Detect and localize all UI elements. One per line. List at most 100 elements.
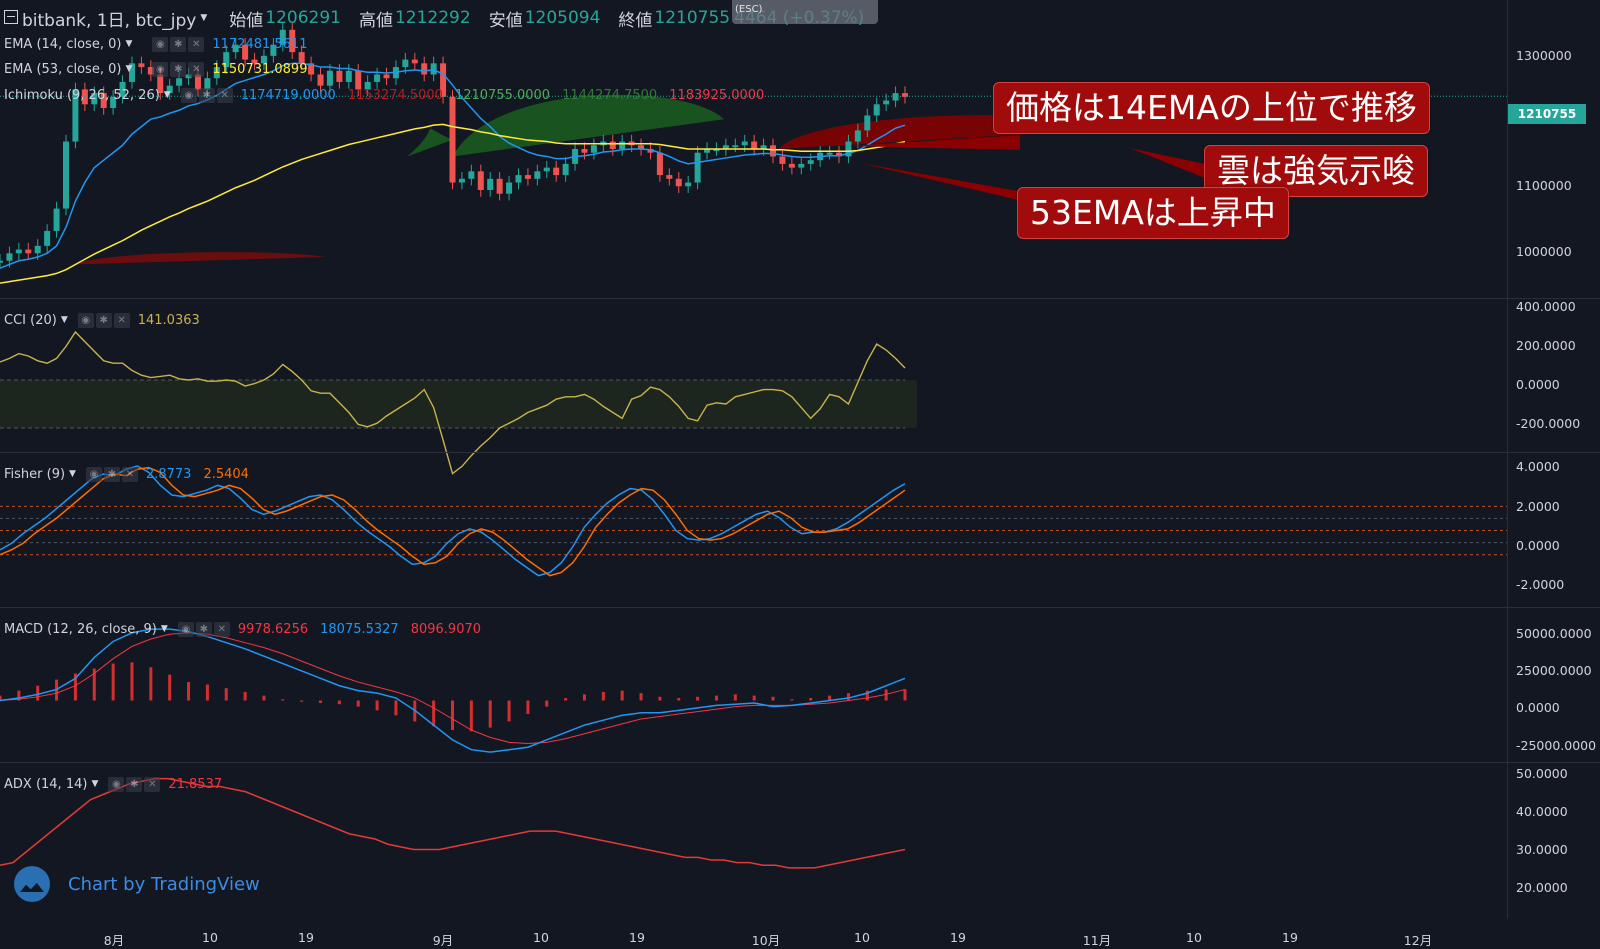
price-axis-border — [1507, 0, 1508, 919]
macd-histogram-bar — [526, 700, 530, 715]
legend-adx[interactable]: ADX (14, 14) ▼ ◉ ✱ ✕ 21.8537 — [4, 774, 234, 794]
macd-name: MACD (12, 26, close, 9) — [4, 621, 157, 637]
chevron-down-icon[interactable]: ▼ — [125, 39, 133, 49]
pane-divider[interactable] — [0, 452, 1600, 453]
gear-icon[interactable]: ✱ — [170, 61, 187, 77]
adx-axis-tick: 40.0000 — [1516, 804, 1568, 819]
candle-body — [779, 156, 786, 164]
cci-axis-tick: 400.0000 — [1516, 299, 1576, 314]
close-icon[interactable]: ✕ — [216, 87, 233, 103]
callout-ema53-rising[interactable]: 53EMAは上昇中 — [1017, 187, 1289, 239]
last-price-tag: 1210755 — [1508, 104, 1586, 124]
candle-body — [722, 145, 729, 149]
time-axis-tick: 8月 — [103, 933, 125, 948]
high-value: 1212292 — [394, 8, 471, 28]
candle-body — [741, 141, 748, 146]
watermark-text: Chart by TradingView — [68, 873, 260, 895]
candle-body — [138, 63, 145, 68]
ema14-line — [0, 62, 906, 269]
gear-icon[interactable]: ✱ — [198, 87, 215, 103]
gear-icon[interactable]: ✱ — [126, 776, 143, 792]
close-icon[interactable]: ✕ — [113, 312, 130, 328]
candle-body — [364, 81, 371, 90]
candle-body — [289, 29, 296, 53]
callout-pointer — [860, 163, 1040, 205]
ichimoku-lagging-value: 1210755.0000 — [454, 87, 551, 103]
eye-icon[interactable]: ◉ — [177, 621, 194, 637]
candle-body — [270, 44, 277, 56]
legend-ichimoku[interactable]: Ichimoku (9, 26, 52, 26) ▼ ◉ ✱ ✕ 1174719.0… — [4, 85, 776, 105]
macd-histogram-bar — [639, 693, 643, 701]
candle-body — [6, 253, 13, 261]
close-icon[interactable]: ✕ — [213, 621, 230, 637]
candle-body — [506, 182, 513, 194]
candle-body — [298, 52, 305, 64]
candle-body — [279, 29, 286, 45]
eye-icon[interactable]: ◉ — [152, 36, 169, 52]
gear-icon[interactable]: ✱ — [103, 466, 120, 482]
cci-axis-tick: 200.0000 — [1516, 338, 1576, 353]
candle-body — [25, 249, 32, 254]
macd-histogram-bar — [564, 698, 568, 701]
ichimoku-cloud — [407, 128, 453, 157]
close-icon[interactable]: ✕ — [188, 36, 205, 52]
fisher-axis-tick: 0.0000 — [1516, 538, 1560, 553]
macd-signal-line — [0, 632, 906, 745]
candle-body — [440, 63, 447, 97]
eye-icon[interactable]: ◉ — [152, 61, 169, 77]
esc-tooltip[interactable]: (ESC) — [732, 0, 878, 24]
macd-histogram-bar — [149, 667, 153, 701]
candle-body — [864, 115, 871, 131]
candle-body — [223, 52, 230, 68]
chevron-down-icon[interactable]: ▼ — [163, 90, 171, 100]
cci-value: 141.0363 — [137, 312, 200, 328]
eye-icon[interactable]: ◉ — [85, 466, 102, 482]
chevron-down-icon[interactable]: ▼ — [200, 13, 208, 23]
legend-ema53[interactable]: EMA (53, close, 0) ▼ ◉ ✱ ✕ 1150731.0899 — [4, 59, 319, 79]
close-icon[interactable]: ✕ — [144, 776, 161, 792]
macd-histogram-bar — [903, 689, 907, 701]
close-icon[interactable]: ✕ — [121, 466, 138, 482]
macd-histogram-bar — [488, 700, 492, 728]
collapse-icon[interactable] — [4, 10, 18, 24]
callout-price-above-ema14[interactable]: 価格は14EMAの上位で推移 — [993, 82, 1430, 134]
pane-divider[interactable] — [0, 298, 1600, 299]
gear-icon[interactable]: ✱ — [195, 621, 212, 637]
fisher-trigger-line — [0, 466, 906, 577]
legend-fisher[interactable]: Fisher (9) ▼ ◉ ✱ ✕ 2.8773 2.5404 — [4, 464, 261, 484]
legend-macd[interactable]: MACD (12, 26, close, 9) ▼ ◉ ✱ ✕ 9978.6256 … — [4, 619, 493, 639]
eye-icon[interactable]: ◉ — [108, 776, 125, 792]
chevron-down-icon[interactable]: ▼ — [125, 64, 133, 74]
legend-cci[interactable]: CCI (20) ▼ ◉ ✱ ✕ 141.0363 — [4, 310, 212, 330]
candle-body — [534, 171, 541, 179]
chevron-down-icon[interactable]: ▼ — [69, 469, 76, 479]
tradingview-watermark[interactable]: Chart by TradingView — [14, 866, 260, 902]
adx-name: ADX (14, 14) — [4, 776, 88, 792]
macd-histogram-bar — [582, 694, 586, 701]
ema14-value: 1172481.5611 — [212, 36, 308, 52]
macd-histogram-value: 9978.6256 — [237, 621, 309, 637]
candle-body — [251, 59, 258, 64]
candle-body — [147, 67, 154, 75]
ichimoku-conversion-value: 1174719.0000 — [240, 87, 336, 103]
close-icon[interactable]: ✕ — [188, 61, 205, 77]
pane-divider[interactable] — [0, 762, 1600, 763]
fisher-name: Fisher (9) — [4, 466, 66, 482]
macd-line — [0, 628, 906, 753]
candle-body — [34, 245, 41, 254]
chevron-down-icon[interactable]: ▼ — [60, 315, 68, 325]
candle-body — [562, 163, 569, 176]
candle-body — [845, 141, 852, 157]
symbol-title[interactable]: bitbank, 1日, btc_jpy — [22, 10, 197, 31]
eye-icon[interactable]: ◉ — [180, 87, 197, 103]
pane-divider[interactable] — [0, 607, 1600, 608]
gear-icon[interactable]: ✱ — [170, 36, 187, 52]
candle-body — [524, 175, 531, 179]
candle-body — [515, 175, 522, 183]
legend-ema14[interactable]: EMA (14, close, 0) ▼ ◉ ✱ ✕ 1172481.5611 — [4, 34, 319, 54]
chevron-down-icon[interactable]: ▼ — [91, 779, 99, 789]
eye-icon[interactable]: ◉ — [77, 312, 94, 328]
chevron-down-icon[interactable]: ▼ — [160, 624, 168, 634]
gear-icon[interactable]: ✱ — [95, 312, 112, 328]
